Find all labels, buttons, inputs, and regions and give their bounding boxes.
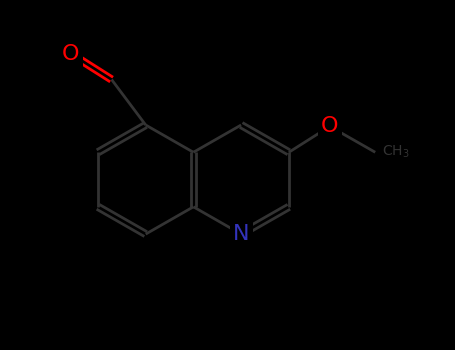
Text: O: O xyxy=(62,44,80,64)
Text: CH$_3$: CH$_3$ xyxy=(382,144,410,160)
Text: N: N xyxy=(233,224,249,244)
Text: O: O xyxy=(321,116,339,136)
